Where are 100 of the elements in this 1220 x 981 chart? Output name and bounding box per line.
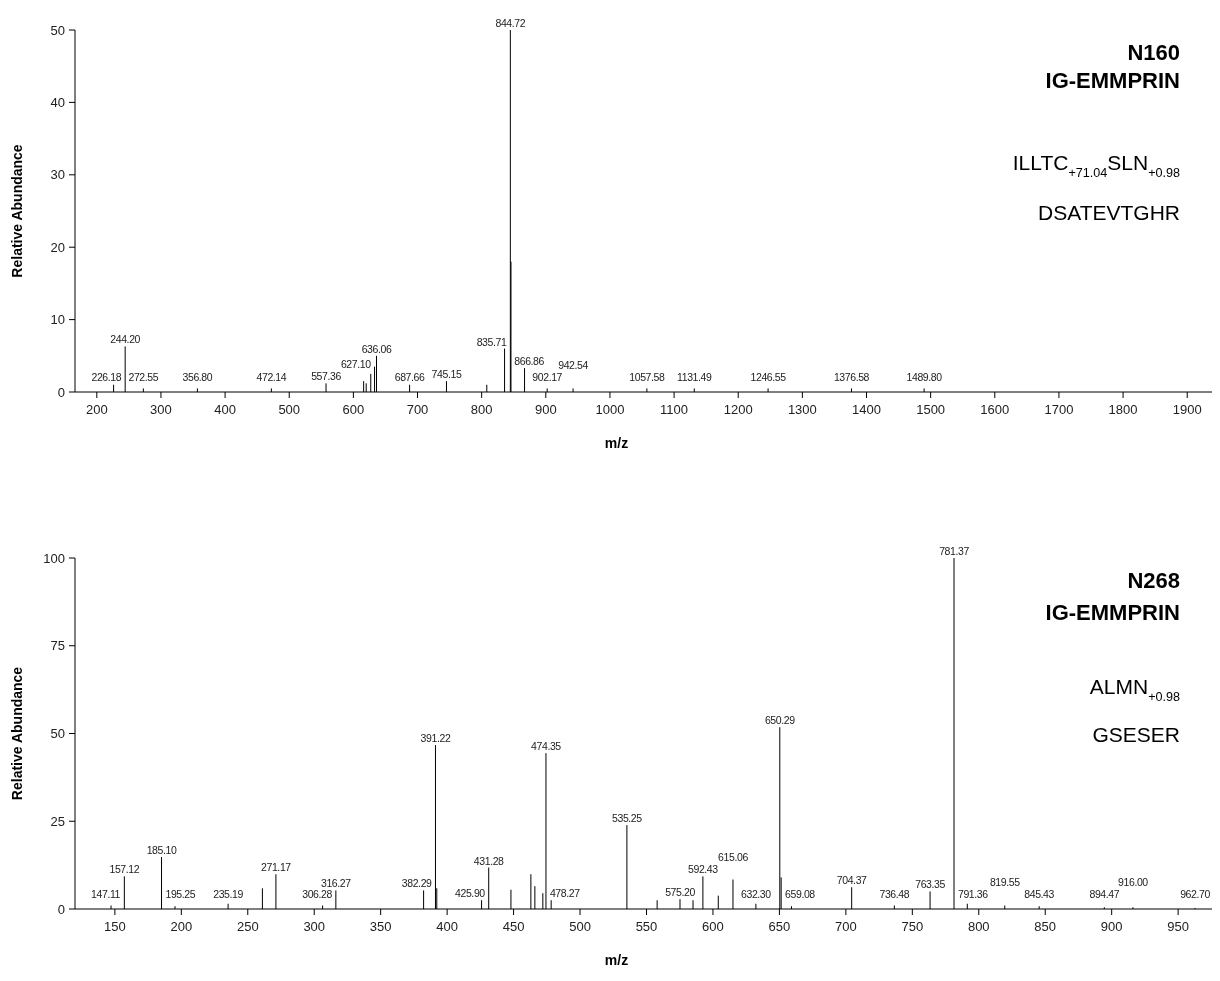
annotation: 866.86: [514, 355, 545, 368]
annotation: 687.66: [394, 371, 426, 383]
annotation: 316.27: [321, 877, 352, 890]
x-tick-label: 700: [406, 402, 429, 417]
annotation: 474.35: [531, 740, 562, 753]
y-tick-label: 10: [50, 312, 65, 328]
x-tick-label: 600: [342, 402, 365, 417]
x-axis-title: m/z: [604, 952, 629, 968]
annotation: 1489.80: [906, 371, 943, 383]
x-tick-label: 1900: [1172, 402, 1202, 417]
annotation: 244.20: [110, 333, 141, 346]
y-axis-title: Relative Abundance: [9, 144, 25, 278]
annotation: IG-EMMPRIN: [1045, 68, 1180, 93]
y-tick-label: 40: [50, 94, 65, 110]
annotation: 902.17: [532, 371, 563, 383]
annotation: 962.70: [1180, 888, 1211, 900]
x-tick-label: 350: [369, 919, 392, 934]
annotation: 356.80: [182, 371, 213, 383]
x-tick-label: 250: [236, 919, 259, 934]
annotation: 185.10: [146, 844, 177, 857]
x-tick-label: 800: [470, 402, 493, 417]
x-tick-label: 400: [436, 919, 458, 934]
annotation: GSESER: [1092, 723, 1180, 746]
annotation: N268: [1127, 568, 1180, 593]
annotation: 235.19: [213, 888, 244, 900]
annotation: 845.43: [1024, 888, 1055, 900]
annotation: 745.15: [431, 368, 462, 381]
annotation: DSATEVTGHR: [1038, 201, 1180, 224]
annotation: 575.20: [665, 886, 696, 899]
annotation: 819.55: [989, 876, 1021, 888]
x-tick-label: 850: [1034, 919, 1057, 934]
x-tick-label: 1800: [1108, 402, 1138, 417]
x-tick-label: 600: [702, 919, 724, 934]
y-axis-title: Relative Abundance: [9, 666, 25, 801]
annotation: 431.28: [473, 854, 505, 867]
x-tick-label: 1100: [660, 402, 689, 417]
annotation: 271.17: [261, 861, 292, 874]
annotation: 535.25: [612, 812, 643, 825]
annotation: 894.47: [1089, 888, 1120, 900]
x-tick-label: 300: [150, 402, 172, 417]
x-tick-label: 950: [1167, 919, 1189, 934]
x-tick-label: 800: [967, 919, 990, 934]
annotation: N160: [1127, 40, 1180, 65]
annotation: 615.06: [718, 851, 749, 864]
annotation: 835.71: [476, 335, 507, 348]
x-tick-label: 300: [303, 919, 326, 934]
y-tick-label: 0: [57, 901, 65, 917]
y-tick-label: 0: [57, 384, 65, 400]
x-tick-label: 450: [502, 919, 525, 934]
x-tick-label: 1200: [723, 402, 753, 417]
annotation: 736.48: [879, 888, 910, 900]
annotation: ILLTC$_{+71.04}$SLN$_{+0.98}$: [1012, 151, 1180, 180]
x-tick-label: 200: [170, 919, 193, 934]
annotation: 632.30: [741, 888, 772, 900]
annotation: 659.08: [785, 888, 816, 900]
annotation: 195.25: [165, 888, 196, 900]
y-tick-label: 25: [50, 813, 65, 829]
y-tick-label: 20: [50, 239, 65, 255]
annotation: 916.00: [1118, 876, 1149, 888]
annotation: 391.22: [420, 732, 451, 745]
annotation: 627.10: [340, 358, 372, 371]
annotation: 382.29: [401, 877, 433, 890]
annotation: 1246.55: [750, 371, 787, 383]
annotation: 226.18: [91, 371, 122, 383]
annotation: 1057.58: [629, 371, 666, 383]
annotation: 425.90: [455, 887, 486, 900]
x-tick-label: 400: [214, 402, 236, 417]
annotation: 557.36: [311, 370, 342, 383]
annotation: 942.54: [558, 359, 589, 371]
annotation: 306.28: [302, 888, 333, 900]
x-tick-label: 1400: [852, 402, 881, 417]
x-tick-label: 150: [104, 919, 126, 934]
annotation: 636.06: [361, 342, 392, 355]
y-tick-label: 100: [43, 550, 65, 566]
x-tick-label: 1500: [916, 402, 946, 417]
annotation: 272.55: [128, 371, 159, 383]
annotation: 650.29: [764, 714, 796, 727]
annotation: 1376.58: [833, 371, 870, 383]
annotation: 763.35: [915, 878, 946, 891]
annotation: 781.37: [939, 545, 970, 557]
annotation: ALMN$_{+0.98}$: [1089, 675, 1180, 704]
annotation: 1131.49: [677, 371, 713, 383]
annotation: 592.43: [688, 863, 719, 876]
y-tick-label: 75: [50, 638, 65, 654]
annotation: 478.27: [549, 887, 581, 900]
y-tick-label: 50: [50, 22, 65, 38]
x-tick-label: 550: [635, 919, 658, 934]
x-tick-label: 1300: [787, 402, 817, 417]
annotation: 472.14: [256, 371, 287, 383]
x-tick-label: 700: [835, 919, 857, 934]
x-tick-label: 900: [534, 402, 557, 417]
x-tick-label: 750: [901, 919, 924, 934]
x-tick-label: 650: [768, 919, 791, 934]
y-tick-label: 30: [50, 167, 65, 183]
x-tick-label: 500: [278, 402, 301, 417]
x-axis-title: m/z: [604, 435, 629, 451]
annotation: 157.12: [109, 863, 140, 876]
y-tick-label: 50: [50, 726, 65, 741]
x-tick-label: 1000: [595, 402, 625, 417]
x-tick-label: 200: [85, 402, 108, 417]
